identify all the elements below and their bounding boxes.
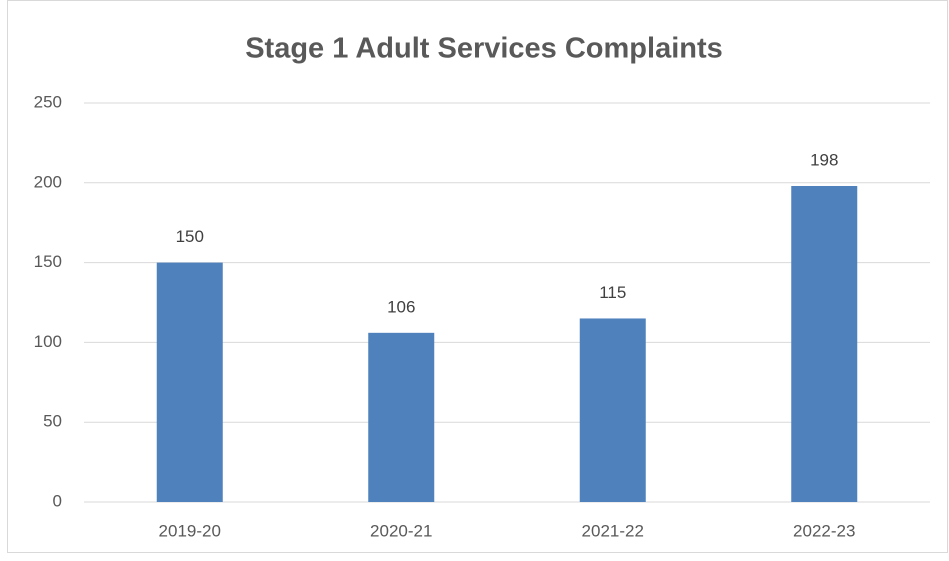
bar: [791, 185, 858, 502]
y-tick-label: 50: [43, 412, 62, 431]
x-tick-label: 2019-20: [159, 521, 221, 540]
x-tick-label: 2022-23: [793, 521, 855, 540]
y-tick-label: 100: [34, 332, 62, 351]
y-tick-label: 200: [34, 172, 62, 191]
bar: [579, 318, 646, 502]
data-label: 198: [810, 150, 838, 169]
x-tick-label: 2020-21: [370, 521, 432, 540]
data-label: 115: [599, 283, 626, 302]
data-label: 106: [387, 297, 415, 316]
y-tick-label: 0: [53, 491, 62, 510]
y-tick-label: 150: [34, 252, 62, 271]
bar: [368, 332, 435, 502]
bar: [156, 262, 223, 502]
data-label: 150: [176, 227, 204, 246]
x-tick-label: 2021-22: [582, 521, 644, 540]
chart-title: Stage 1 Adult Services Complaints: [245, 33, 723, 65]
y-tick-label: 250: [34, 92, 62, 111]
